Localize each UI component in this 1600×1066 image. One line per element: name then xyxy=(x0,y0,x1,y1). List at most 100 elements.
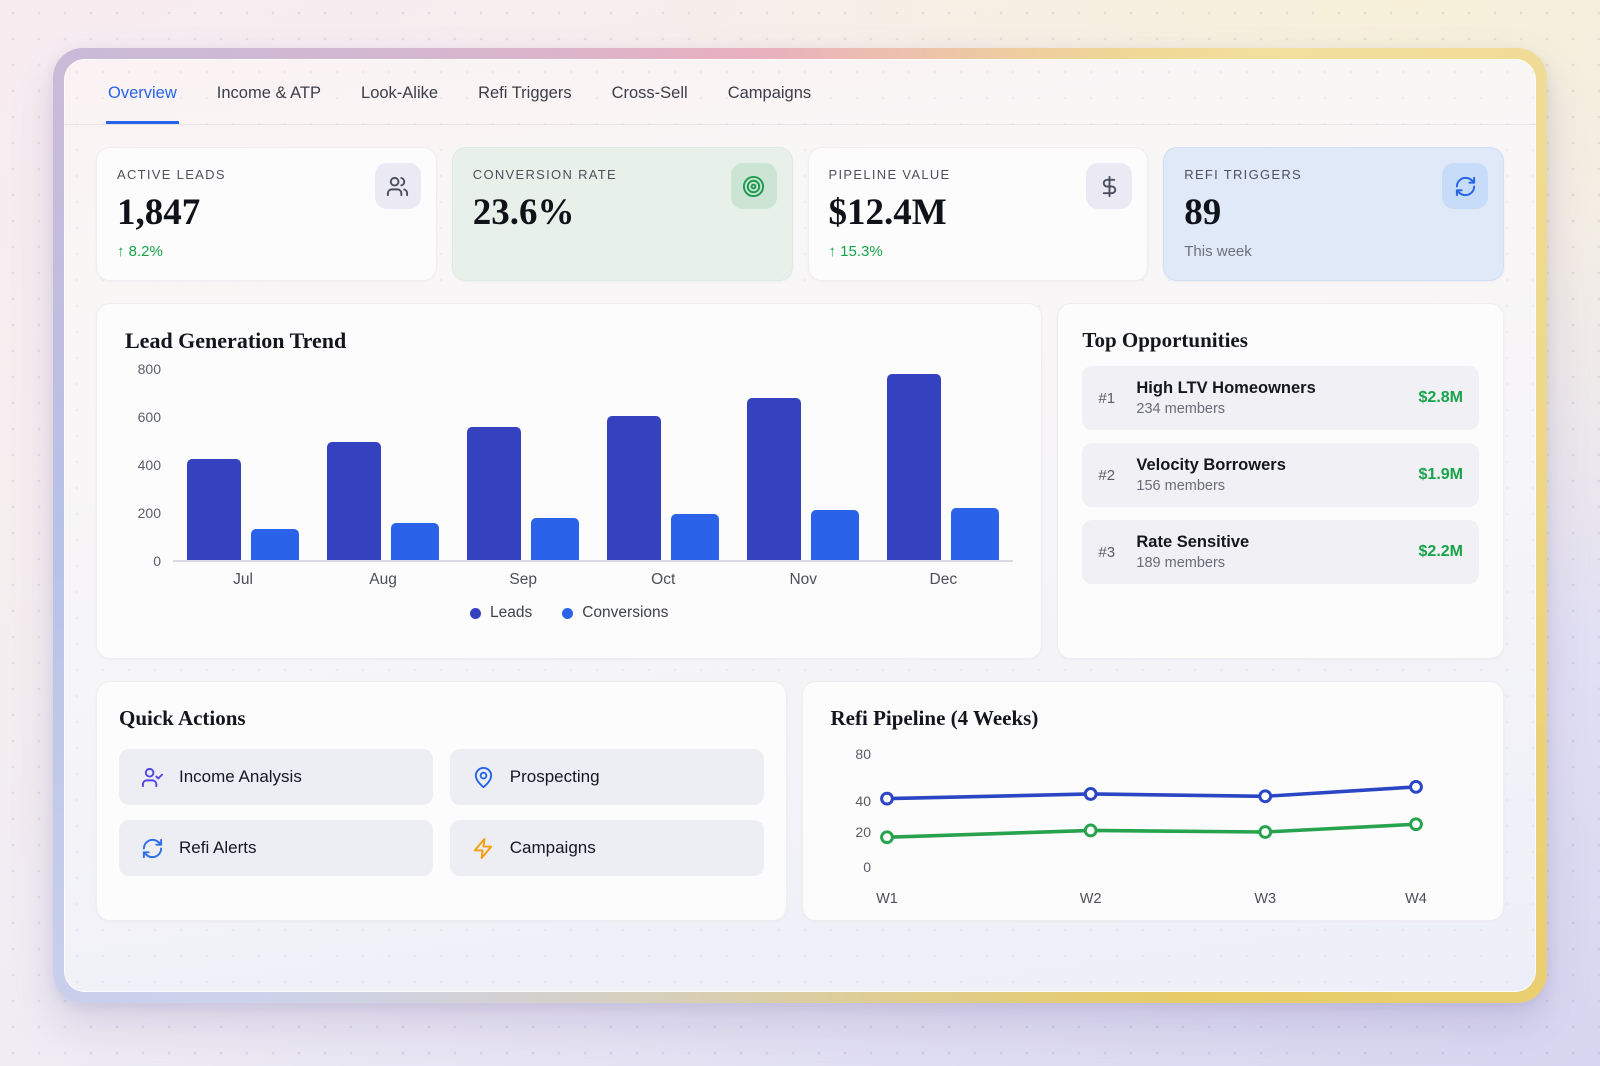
quick-action-prospecting[interactable]: Prospecting xyxy=(449,749,764,805)
opportunity-rank: #2 xyxy=(1098,466,1116,484)
bar-group-jul xyxy=(187,459,300,560)
leads-bar-dec xyxy=(887,374,942,560)
conversions-bar-dec xyxy=(951,508,1000,560)
refi-point-refi-upper-w1 xyxy=(879,791,894,806)
refresh-icon xyxy=(1455,176,1475,196)
refi-chart-title: Refi Pipeline (4 Weeks) xyxy=(830,706,1039,730)
opportunity-rank: #1 xyxy=(1098,389,1116,407)
stat-label: REFI TRIGGERS xyxy=(1184,167,1303,182)
opportunity-value: $1.9M xyxy=(1418,466,1463,483)
quick-action-label: Prospecting xyxy=(509,767,600,786)
y-tick-label: 800 xyxy=(137,361,161,377)
tab-cross-sell[interactable]: Cross-Sell xyxy=(611,83,688,102)
refi-y-tick-20: 20 xyxy=(855,824,871,840)
x-tick-label-aug: Aug xyxy=(369,571,397,588)
stat-icon-chip xyxy=(374,163,421,209)
quick-action-label: Refi Alerts xyxy=(179,838,257,857)
users-icon xyxy=(387,176,409,196)
target-icon xyxy=(742,175,765,197)
quick-action-campaigns[interactable]: Campaigns xyxy=(449,820,764,876)
gradient-frame: Overview Income & ATP Look-Alike Refi Trigg… xyxy=(53,48,1547,1003)
leads-bar-nov xyxy=(747,398,802,560)
refi-line-refi-upper xyxy=(884,785,1418,801)
opportunities-list: #1 High LTV Homeowners 234 members $2.8M #2 V… xyxy=(1082,366,1479,584)
refi-line-refi-lower xyxy=(884,822,1418,840)
refi-x-tick-w4: W4 xyxy=(1405,891,1427,907)
refi-point-refi-lower-w4 xyxy=(1408,817,1423,832)
tab-income-atp[interactable]: Income & ATP xyxy=(216,83,322,102)
stat-card-conversion-rate: CONVERSION RATE 23.6% xyxy=(451,147,793,281)
tab-overview[interactable]: Overview xyxy=(106,59,179,124)
opportunity-name: Rate Sensitive xyxy=(1136,533,1250,551)
refi-x-tick-w2: W2 xyxy=(1079,891,1101,907)
refi-point-refi-lower-w2 xyxy=(1083,823,1098,838)
stat-value: 89 xyxy=(1184,192,1222,233)
bar-group-aug xyxy=(327,442,440,560)
opportunity-row-high-ltv-homeowners[interactable]: #1 High LTV Homeowners 234 members $2.8M xyxy=(1082,366,1479,430)
x-tick-label-jul: Jul xyxy=(233,571,253,588)
refi-y-tick-40: 40 xyxy=(855,793,871,809)
tab-look-alike[interactable]: Look-Alike xyxy=(361,83,439,102)
dashboard-panel: Overview Income & ATP Look-Alike Refi Trigg… xyxy=(64,59,1536,992)
conversions-bar-oct xyxy=(671,514,720,560)
stat-card-refi-triggers: REFI TRIGGERS 89 This week xyxy=(1163,147,1504,281)
opportunity-row-rate-sensitive[interactable]: #3 Rate Sensitive 189 members $2.2M xyxy=(1082,520,1479,584)
bar-chart-y-axis: 800 600 400 200 0 xyxy=(125,361,173,569)
x-tick-label-dec: Dec xyxy=(929,571,958,588)
opportunity-row-velocity-borrowers[interactable]: #2 Velocity Borrowers 156 members $1.9M xyxy=(1082,443,1479,507)
stat-icon-chip xyxy=(1442,163,1488,209)
y-tick-label: 200 xyxy=(137,505,161,521)
refi-point-refi-lower-w1 xyxy=(879,830,894,845)
stat-value: 23.6% xyxy=(472,192,575,233)
stats-row: ACTIVE LEADS 1,847 ↑ 8.2% CONVERSION RATE 23… xyxy=(96,147,1504,281)
refi-x-tick-w1: W1 xyxy=(876,891,898,907)
bottom-row: Quick Actions Income Analysis Prospecting… xyxy=(96,681,1504,921)
stat-note: This week xyxy=(1184,243,1252,260)
bar-chart-legend: Leads Conversions xyxy=(125,604,1013,622)
refi-point-refi-lower-w3 xyxy=(1257,825,1272,839)
x-tick-label-sep: Sep xyxy=(509,571,537,588)
legend-label: Conversions xyxy=(582,604,669,621)
refresh-icon xyxy=(142,838,163,858)
stat-delta: ↑ 8.2% xyxy=(117,243,163,260)
legend-dot xyxy=(470,607,481,619)
x-tick-label-nov: Nov xyxy=(789,571,818,588)
quick-action-income-analysis[interactable]: Income Analysis xyxy=(119,749,433,805)
opportunity-members: 189 members xyxy=(1136,555,1226,571)
tab-refi-triggers[interactable]: Refi Triggers xyxy=(478,83,572,102)
legend-item-conversions: Conversions xyxy=(562,604,668,622)
dollar-icon xyxy=(1102,175,1116,197)
lead-bar-chart: 800 600 400 200 0 Jul Aug Sep Oct Nov Dec Leads Co… xyxy=(125,361,1014,622)
stat-label: PIPELINE VALUE xyxy=(828,167,951,182)
conversions-bar-nov xyxy=(811,509,860,560)
legend-dot xyxy=(562,607,574,619)
quick-actions-title: Quick Actions xyxy=(119,706,246,730)
bar-group-dec xyxy=(887,374,1000,560)
bar-group-sep xyxy=(467,426,580,560)
stat-value: 1,847 xyxy=(117,192,201,233)
content-area: ACTIVE LEADS 1,847 ↑ 8.2% CONVERSION RATE 23… xyxy=(64,125,1536,921)
zap-icon xyxy=(473,837,492,859)
refi-point-refi-upper-w4 xyxy=(1408,780,1423,794)
middle-row: Lead Generation Trend 800 600 400 200 0 Jul A… xyxy=(96,303,1504,659)
bar-chart-x-axis: Jul Aug Sep Oct Nov Dec xyxy=(173,562,1013,589)
tab-campaigns[interactable]: Campaigns xyxy=(727,83,812,102)
top-opportunities-card: Top Opportunities #1 High LTV Homeowners 2… xyxy=(1057,303,1504,659)
opportunity-value: $2.2M xyxy=(1418,543,1463,560)
refi-x-tick-w3: W3 xyxy=(1254,891,1276,907)
conversions-bar-sep xyxy=(531,518,580,560)
leads-bar-sep xyxy=(467,426,522,560)
opportunities-title: Top Opportunities xyxy=(1082,328,1248,352)
stat-icon-chip xyxy=(1086,163,1133,209)
opportunity-name: High LTV Homeowners xyxy=(1136,379,1316,397)
quick-actions-grid: Income Analysis Prospecting Refi Alerts Cam… xyxy=(119,749,764,876)
stat-card-active-leads: ACTIVE LEADS 1,847 ↑ 8.2% xyxy=(96,147,437,281)
opportunity-members: 156 members xyxy=(1136,478,1226,494)
stat-card-pipeline-value: PIPELINE VALUE $12.4M ↑ 15.3% xyxy=(807,147,1149,281)
stat-label: CONVERSION RATE xyxy=(472,167,617,182)
opportunity-members: 234 members xyxy=(1136,401,1226,417)
legend-item-leads: Leads xyxy=(470,604,532,622)
lead-generation-card: Lead Generation Trend 800 600 400 200 0 Jul A… xyxy=(96,303,1043,659)
stat-value: $12.4M xyxy=(828,192,947,233)
quick-action-refi-alerts[interactable]: Refi Alerts xyxy=(119,820,433,876)
